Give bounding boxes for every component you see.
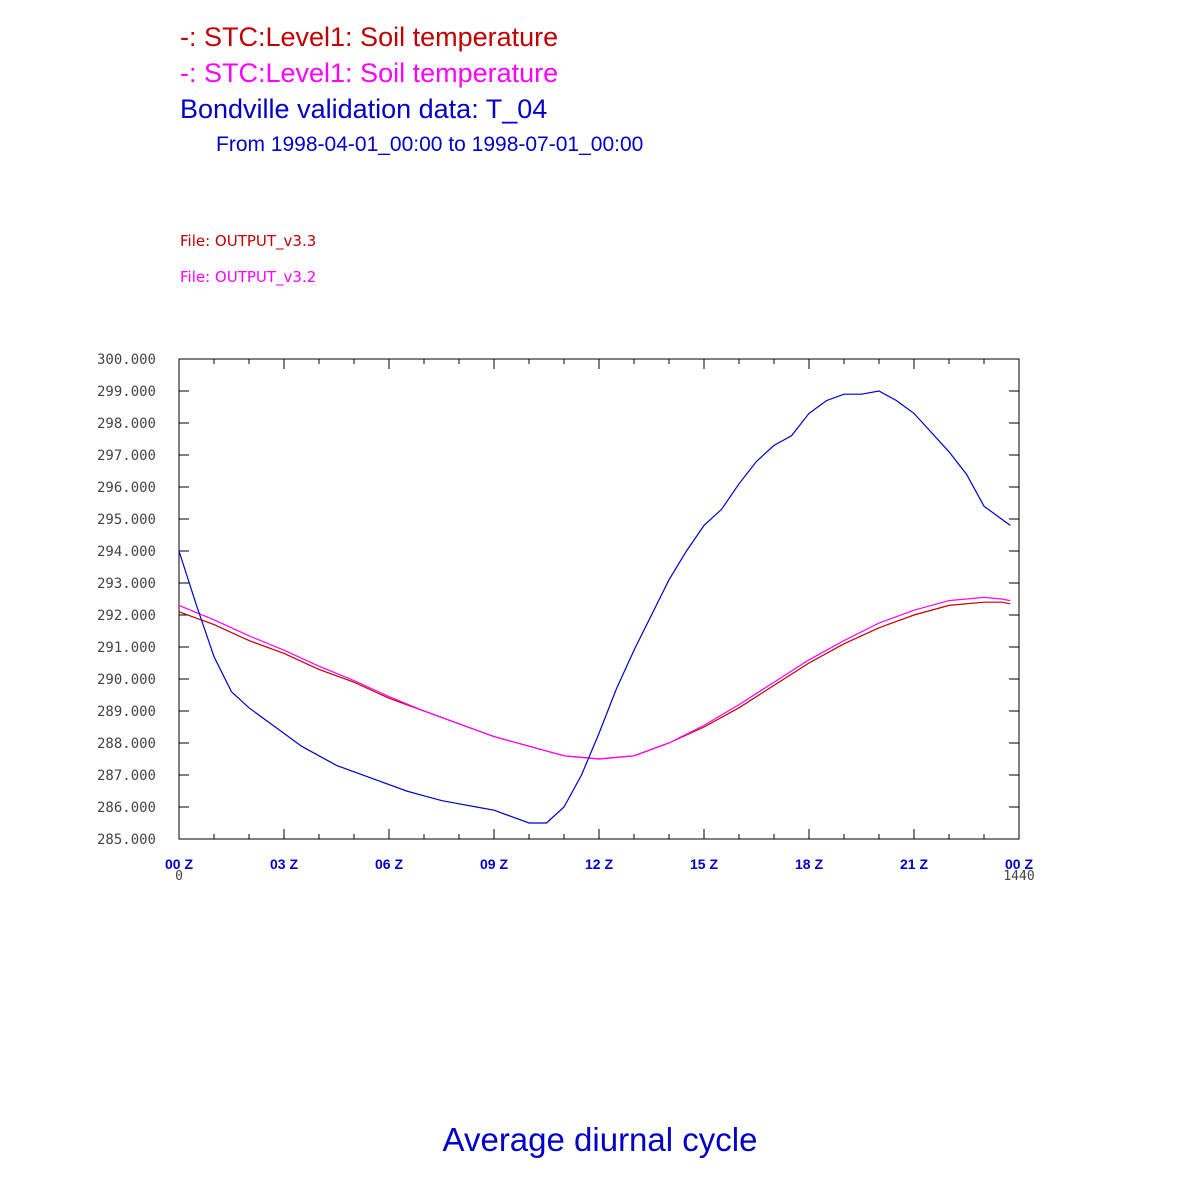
series-line-v32 — [178, 596, 1011, 760]
y-tick-label: 293.000 — [97, 576, 156, 592]
x-range-label: 1440 — [1003, 869, 1034, 884]
y-tick-label: 300.000 — [97, 352, 156, 368]
y-tick-label: 299.000 — [97, 384, 156, 400]
x-axis: 00 Z 03 Z 06 Z 09 Z 12 Z 15 Z 18 Z 21 Z 00 Z0 144… — [165, 359, 1035, 884]
y-tick-label: 286.000 — [97, 800, 156, 816]
x-tick-label: 12 Z — [585, 856, 613, 872]
y-tick-label: 289.000 — [97, 704, 156, 720]
x-tick-label: 00 Z — [165, 856, 193, 872]
y-tick-label: 291.000 — [97, 640, 156, 656]
date-range-label: From 1998-04-01_00:00 to 1998-07-01_00:0… — [216, 133, 644, 156]
y-tick-label: 297.000 — [97, 448, 156, 464]
x-tick-label: 15 Z — [690, 856, 718, 872]
y-tick-label: 298.000 — [97, 416, 156, 432]
chart-footer-title: Average diurnal cycle — [442, 1121, 758, 1158]
y-tick-label: 288.000 — [97, 736, 156, 752]
x-tick-label: 00 Z — [1005, 856, 1033, 872]
x-tick-label: 18 Z — [795, 856, 823, 872]
series-line-v33 — [178, 601, 1011, 760]
y-axis: 300.000 299.000 298.000 297.000 296.000 295.0… — [97, 352, 1019, 848]
y-tick-label: 287.000 — [97, 768, 156, 784]
y-tick-label: 285.000 — [97, 832, 156, 848]
file-label-v32: File: OUTPUT_v3.2 — [180, 268, 317, 286]
legend-validation-title: Bondville validation data: T_04 — [180, 94, 548, 124]
x-tick-label: 06 Z — [375, 856, 403, 872]
series-lines — [178, 390, 1011, 824]
y-tick-label: 294.000 — [97, 544, 156, 560]
y-tick-label: 296.000 — [97, 480, 156, 496]
series-line-validation — [178, 390, 1011, 824]
file-label-v33: File: OUTPUT_v3.3 — [180, 232, 317, 250]
x-tick-label: 21 Z — [900, 856, 928, 872]
plot-frame — [178, 358, 1020, 840]
y-tick-label: 292.000 — [97, 608, 156, 624]
y-tick-label: 290.000 — [97, 672, 156, 688]
y-tick-label: 295.000 — [97, 512, 156, 528]
x-tick-label: 09 Z — [480, 856, 508, 872]
x-tick-label: 03 Z — [270, 856, 298, 872]
x-range-label: 0 — [175, 869, 183, 884]
legend-series-v33-title: -: STC:Level1: Soil temperature — [180, 22, 559, 52]
legend-series-v32-title: -: STC:Level1: Soil temperature — [180, 58, 559, 88]
